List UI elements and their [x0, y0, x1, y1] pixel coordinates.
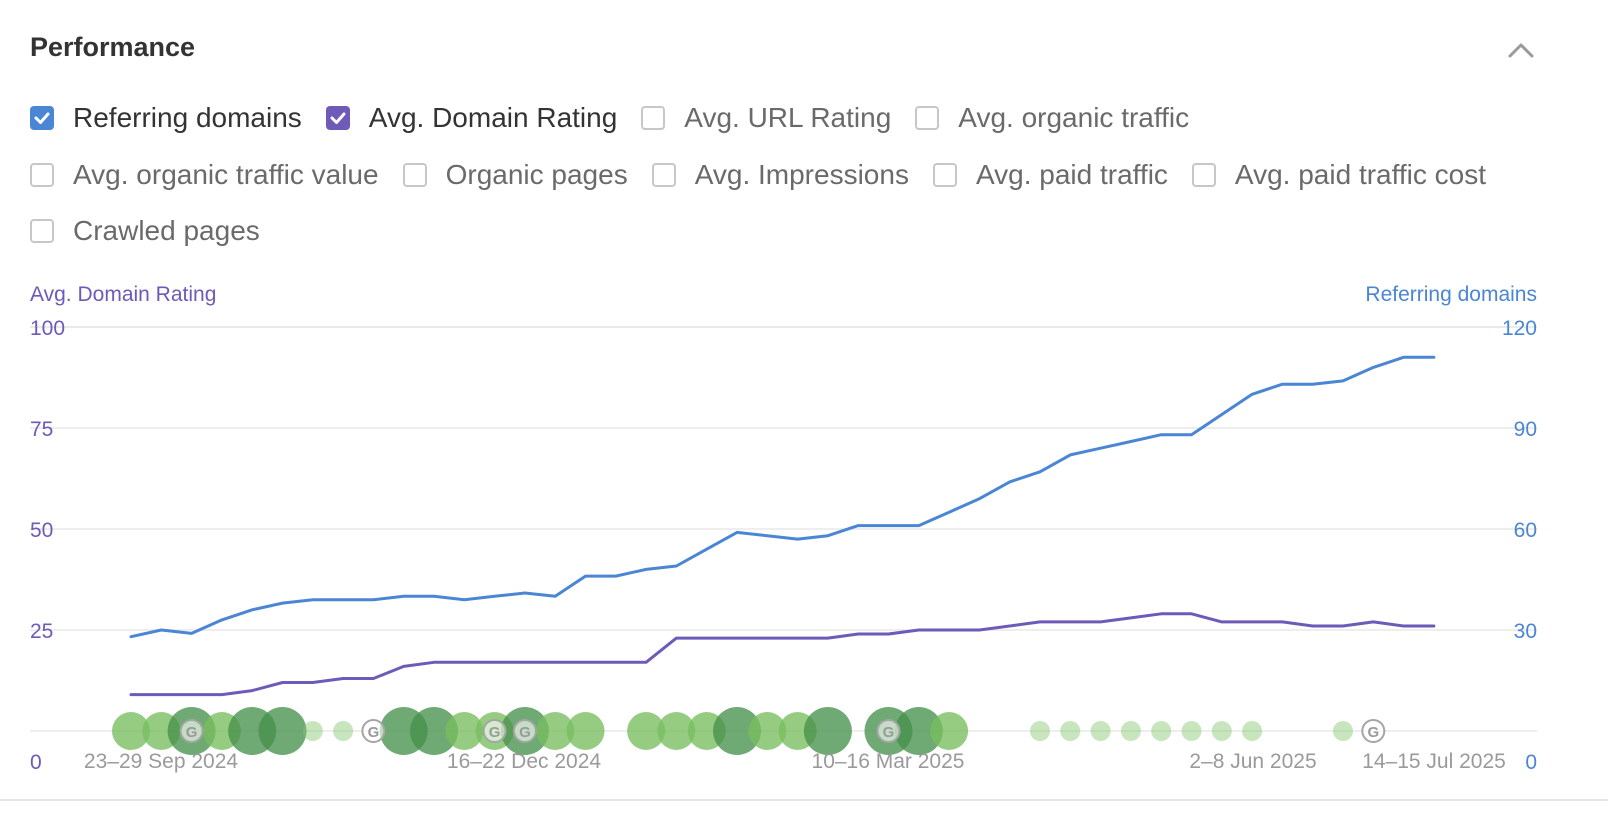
metric-checkbox-crawled-pages[interactable]: Crawled pages	[30, 215, 260, 247]
event-marker	[333, 721, 354, 741]
y-left-tick-label: 50	[30, 519, 53, 542]
svg-text:G: G	[1367, 724, 1379, 741]
event-marker	[1120, 721, 1141, 741]
chevron-up-icon	[1508, 43, 1534, 58]
event-marker	[1181, 721, 1202, 741]
collapse-button[interactable]	[1504, 34, 1538, 64]
metric-checkbox-avg-paid-traffic-cost[interactable]: Avg. paid traffic cost	[1191, 159, 1487, 191]
metric-checkbox-avg-paid-traffic[interactable]: Avg. paid traffic	[932, 159, 1168, 191]
event-marker	[803, 707, 852, 755]
x-tick-label: 14–15 Jul 2025	[1362, 750, 1506, 773]
y-right-tick-label: 0	[1525, 751, 1537, 774]
svg-text:G: G	[368, 724, 380, 741]
y-right-tick-label: 90	[1514, 418, 1537, 441]
y-left-tick-label: 25	[30, 620, 53, 643]
google-update-icon[interactable]: G	[361, 719, 386, 743]
event-marker	[627, 712, 666, 750]
metric-checkbox-avg-impressions[interactable]: Avg. Impressions	[651, 159, 909, 191]
event-marker	[1333, 721, 1353, 741]
google-update-icon[interactable]: G	[482, 719, 507, 743]
x-tick-label: 16–22 Dec 2024	[447, 750, 601, 773]
event-marker	[748, 712, 787, 750]
y-right-tick-label: 30	[1514, 620, 1537, 643]
metric-label: Avg. organic traffic	[958, 102, 1190, 133]
metric-row-2: Avg. organic traffic value Organic pages A…	[30, 155, 1510, 195]
event-marker	[1151, 721, 1172, 741]
left-axis-title: Avg. Domain Rating	[30, 283, 217, 306]
y-left-tick-label: 75	[30, 418, 53, 441]
event-marker	[536, 712, 575, 750]
metric-label: Avg. URL Rating	[684, 102, 892, 133]
google-update-icon[interactable]: G	[1361, 719, 1386, 743]
right-axis-title: Referring domains	[1365, 283, 1537, 306]
event-marker	[1242, 721, 1263, 741]
event-marker	[112, 712, 150, 750]
metric-checkbox-avg-organic-traffic-value[interactable]: Avg. organic traffic value	[30, 159, 379, 191]
event-marker	[930, 712, 969, 750]
checkbox-empty-icon[interactable]	[641, 106, 666, 130]
metric-row-3: Crawled pages	[30, 211, 284, 251]
metric-label: Avg. paid traffic	[975, 159, 1168, 190]
checkbox-empty-icon[interactable]	[402, 163, 427, 187]
checkbox-empty-icon[interactable]	[30, 219, 54, 243]
metric-checkbox-avg-url-rating[interactable]: Avg. URL Rating	[641, 102, 891, 134]
svg-text:G: G	[883, 724, 895, 741]
checkbox-checked-icon[interactable]	[30, 106, 54, 130]
svg-text:G: G	[519, 724, 531, 741]
y-left-tick-label: 100	[30, 317, 65, 340]
metric-label: Avg. paid traffic cost	[1234, 159, 1487, 190]
event-marker	[713, 707, 761, 755]
section-title: Performance	[30, 32, 196, 62]
event-marker	[410, 707, 458, 755]
y-right-tick-label: 60	[1514, 519, 1537, 542]
checkbox-empty-icon[interactable]	[30, 163, 54, 187]
x-tick-label: 23–29 Sep 2024	[84, 750, 238, 773]
series-line-referring-domains	[129, 355, 1436, 639]
svg-text:G: G	[186, 724, 198, 741]
metric-checkbox-avg-organic-traffic[interactable]: Avg. organic traffic	[915, 102, 1189, 134]
event-marker	[1211, 721, 1232, 741]
checkbox-checked-icon[interactable]	[325, 106, 350, 130]
google-update-icon[interactable]: G	[512, 719, 537, 743]
series-line-avg-domain-rating	[129, 612, 1436, 697]
metric-checkbox-referring-domains[interactable]: Referring domains	[30, 102, 302, 134]
event-marker	[1060, 721, 1081, 741]
event-marker	[894, 707, 943, 755]
metric-label: Avg. Domain Rating	[368, 102, 618, 133]
x-tick-label: 10–16 Mar 2025	[812, 750, 965, 773]
metric-label: Referring domains	[73, 102, 302, 133]
event-marker	[566, 712, 605, 750]
metric-label: Crawled pages	[73, 215, 260, 246]
svg-text:G: G	[489, 724, 501, 741]
y-right-tick-label: 120	[1502, 317, 1537, 340]
google-update-icon[interactable]: G	[876, 719, 901, 743]
google-update-icon[interactable]: G	[179, 719, 204, 743]
x-tick-label: 2–8 Jun 2025	[1189, 750, 1316, 773]
metric-label: Avg. Impressions	[694, 159, 909, 190]
checkbox-empty-icon[interactable]	[651, 163, 676, 187]
metric-label: Organic pages	[445, 159, 628, 190]
checkbox-empty-icon[interactable]	[1191, 163, 1216, 187]
metric-checkbox-avg-domain-rating[interactable]: Avg. Domain Rating	[325, 102, 618, 134]
event-marker	[445, 712, 484, 750]
event-marker	[1090, 721, 1111, 741]
y-left-tick-label: 0	[30, 751, 42, 774]
event-marker	[302, 721, 323, 741]
event-marker	[1030, 721, 1050, 741]
event-marker	[657, 712, 696, 750]
checkbox-empty-icon[interactable]	[915, 106, 940, 130]
checkbox-empty-icon[interactable]	[932, 163, 957, 187]
metric-row-1: Referring domains Avg. Domain Rating Avg. …	[30, 98, 1213, 138]
event-marker	[258, 707, 307, 755]
metric-label: Avg. organic traffic value	[73, 159, 379, 190]
metric-checkbox-organic-pages[interactable]: Organic pages	[402, 159, 628, 191]
